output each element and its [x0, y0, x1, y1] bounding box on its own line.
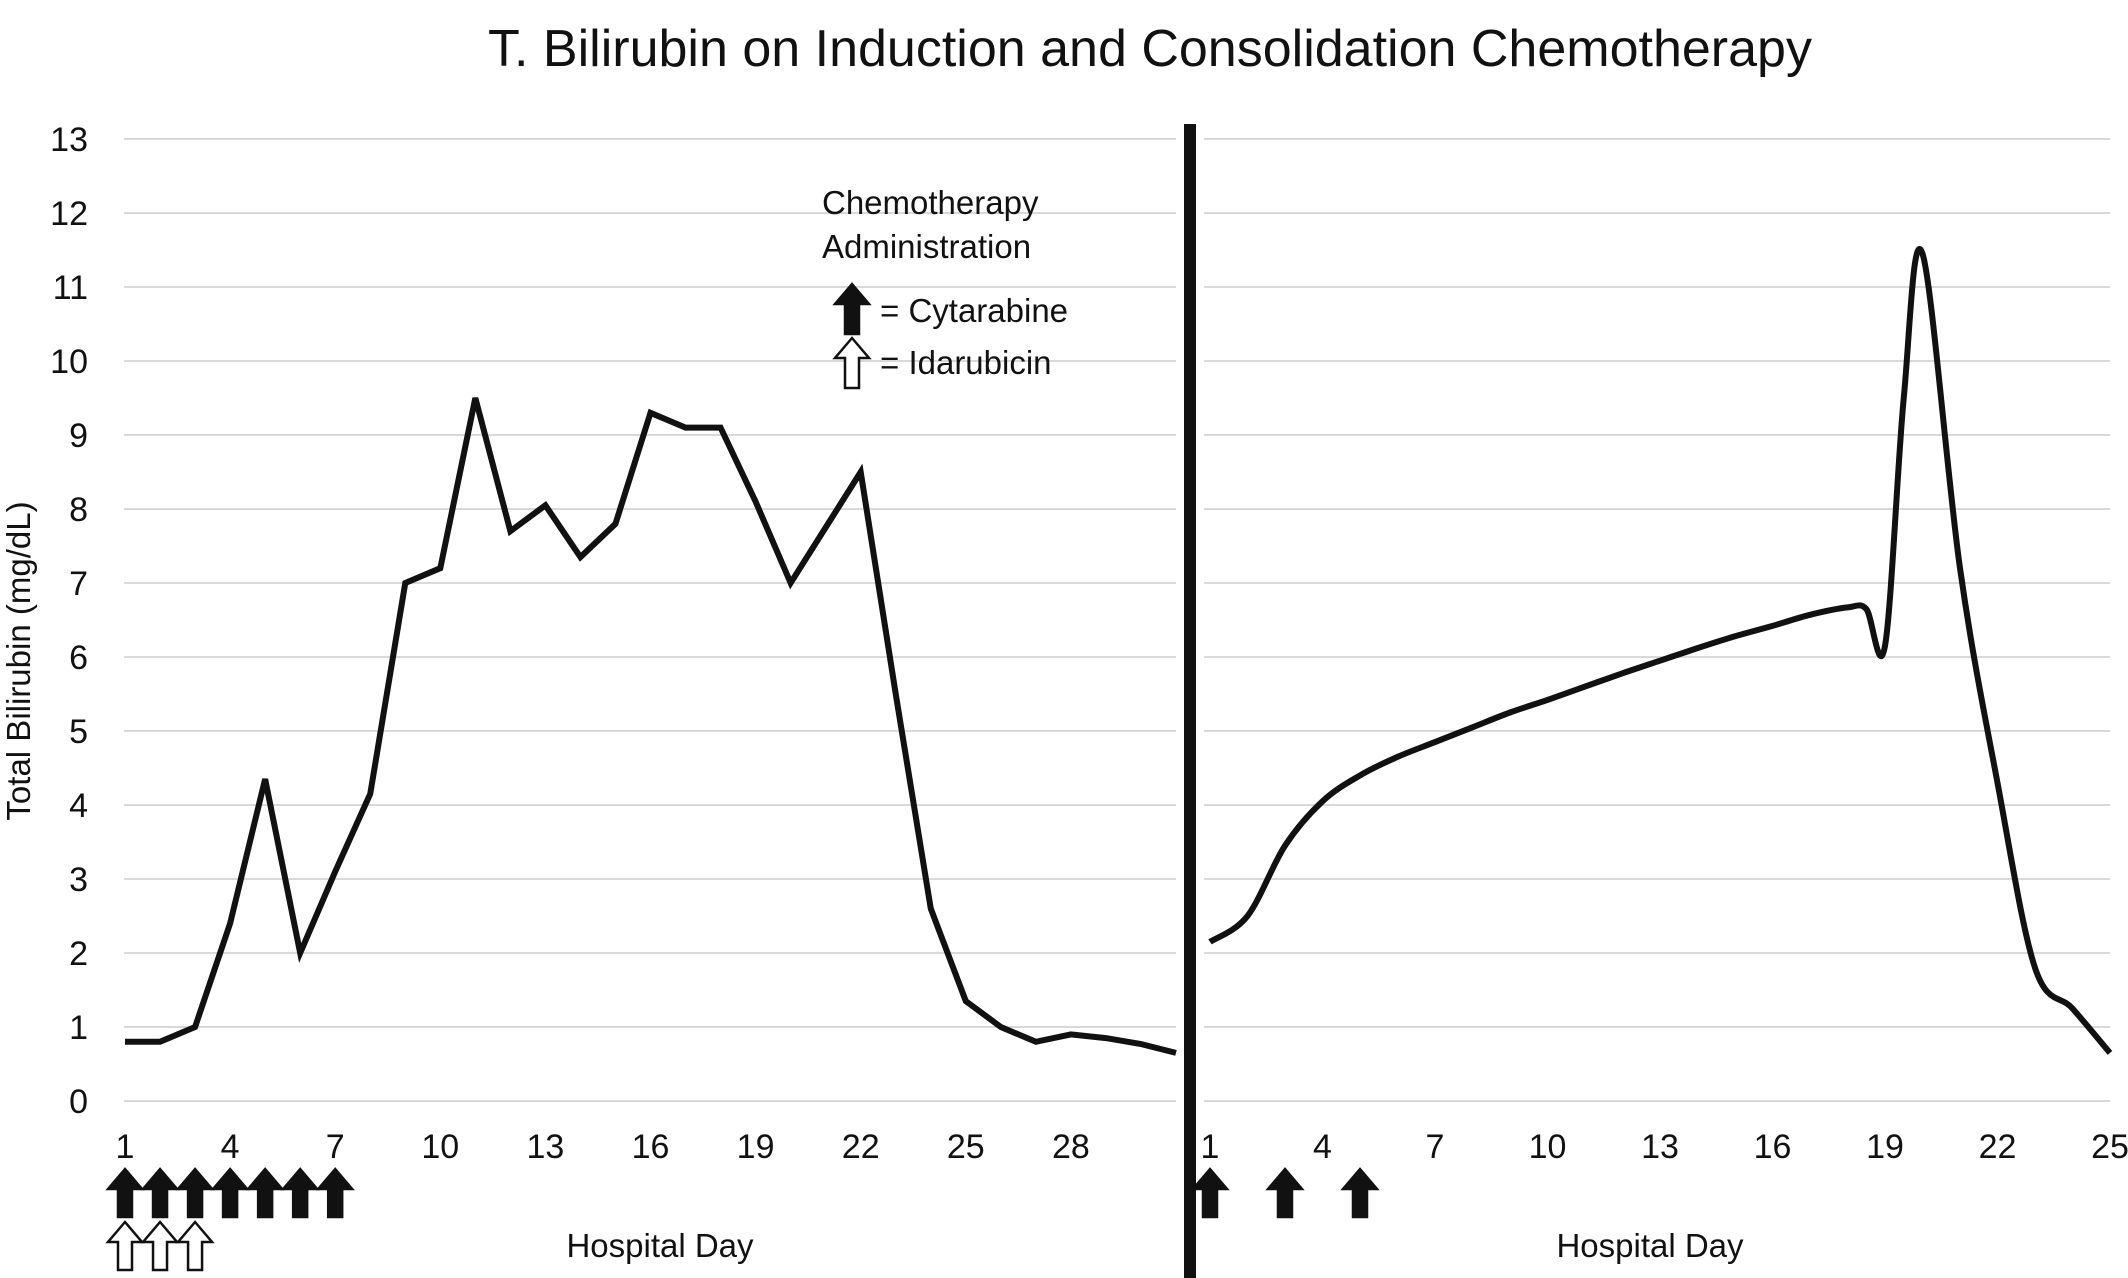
- cytarabine-arrow-icon: [245, 1167, 285, 1219]
- consolidation-series: [1208, 246, 2113, 1055]
- right-panel-gridlines: [1204, 138, 2110, 1102]
- y-tick-label: 5: [69, 713, 88, 751]
- chemotherapy-legend: Chemotherapy Administration = Cytarabine…: [822, 184, 1068, 390]
- x-tick-label: 7: [1426, 1128, 1445, 1166]
- x-tick-label: 13: [1641, 1128, 1679, 1166]
- idarubicin-arrow-icon: [105, 1220, 145, 1272]
- x-tick-label: 25: [947, 1128, 985, 1166]
- consolidation-chemo-arrows: [1190, 1167, 1380, 1219]
- x-tick-label: 22: [842, 1128, 880, 1166]
- cytarabine-arrow-icon: [140, 1167, 180, 1219]
- cytarabine-arrow-icon: [210, 1167, 250, 1219]
- x-tick-label: 19: [1866, 1128, 1904, 1166]
- y-tick-label: 3: [69, 861, 88, 899]
- series-line-induction: [125, 397, 1177, 1056]
- right-panel-x-axis-label: Hospital Day: [1556, 1227, 1744, 1264]
- x-tick-label: 16: [1754, 1128, 1792, 1166]
- x-tick-label: 1: [116, 1128, 135, 1166]
- y-tick-label: 6: [69, 639, 88, 677]
- idarubicin-arrow-icon: [832, 336, 872, 390]
- left-panel-gridlines: [124, 138, 1176, 1102]
- y-tick-label: 7: [69, 565, 88, 603]
- y-tick-label: 0: [69, 1083, 88, 1121]
- y-tick-label: 4: [69, 787, 88, 825]
- chart-title: T. Bilirubin on Induction and Consolidat…: [488, 20, 1812, 78]
- legend-title-line-2: Administration: [822, 228, 1031, 265]
- left-panel-x-tick-labels: 1 4 7 10 13 16 19 22 25 28: [116, 1128, 1090, 1166]
- legend-cytarabine-arrow-icon: [832, 282, 872, 336]
- x-tick-label: 16: [632, 1128, 670, 1166]
- idarubicin-arrow-icon: [175, 1220, 215, 1272]
- series-line-consolidation: [1208, 246, 2113, 1055]
- induction-series: [125, 397, 1177, 1056]
- x-tick-label: 10: [1529, 1128, 1567, 1166]
- idarubicin-arrow-icon: [140, 1220, 180, 1272]
- legend-idarubicin-arrow-icon: [832, 336, 872, 390]
- x-tick-label: 10: [421, 1128, 459, 1166]
- cytarabine-arrow-icon: [832, 282, 872, 336]
- cytarabine-arrow-icon: [280, 1167, 320, 1219]
- induction-chemo-arrows: [105, 1167, 355, 1272]
- legend-title-line-1: Chemotherapy: [822, 184, 1039, 221]
- right-panel-x-tick-labels: 1 4 7 10 13 16 19 22 25: [1201, 1128, 2128, 1166]
- legend-idarubicin-label: = Idarubicin: [880, 344, 1052, 381]
- x-tick-label: 19: [737, 1128, 775, 1166]
- x-tick-label: 13: [526, 1128, 564, 1166]
- cytarabine-arrow-icon: [175, 1167, 215, 1219]
- cytarabine-arrow-icon: [1190, 1167, 1230, 1219]
- cytarabine-arrow-icon: [1340, 1167, 1380, 1219]
- cytarabine-arrow-icon: [105, 1167, 145, 1219]
- x-tick-label: 4: [1313, 1128, 1332, 1166]
- x-tick-label: 7: [326, 1128, 345, 1166]
- x-tick-label: 4: [221, 1128, 240, 1166]
- cytarabine-arrow-icon: [1265, 1167, 1305, 1219]
- y-axis-label: Total Bilirubin (mg/dL): [0, 501, 37, 820]
- x-tick-label: 1: [1201, 1128, 1220, 1166]
- x-tick-label: 25: [2091, 1128, 2128, 1166]
- y-tick-label: 9: [69, 417, 88, 455]
- left-panel-x-axis-label: Hospital Day: [566, 1227, 754, 1264]
- legend-cytarabine-label: = Cytarabine: [880, 292, 1068, 329]
- y-tick-label: 8: [69, 491, 88, 529]
- y-tick-label: 10: [50, 343, 88, 381]
- y-tick-label: 13: [50, 121, 88, 159]
- y-tick-label: 1: [69, 1009, 88, 1047]
- x-tick-label: 28: [1052, 1128, 1090, 1166]
- x-tick-label: 22: [1979, 1128, 2017, 1166]
- y-axis-label-group: Total Bilirubin (mg/dL): [0, 501, 37, 820]
- y-tick-label: 2: [69, 935, 88, 973]
- y-tick-label: 12: [50, 195, 88, 233]
- y-tick-label: 11: [53, 269, 88, 307]
- cytarabine-arrow-icon: [315, 1167, 355, 1219]
